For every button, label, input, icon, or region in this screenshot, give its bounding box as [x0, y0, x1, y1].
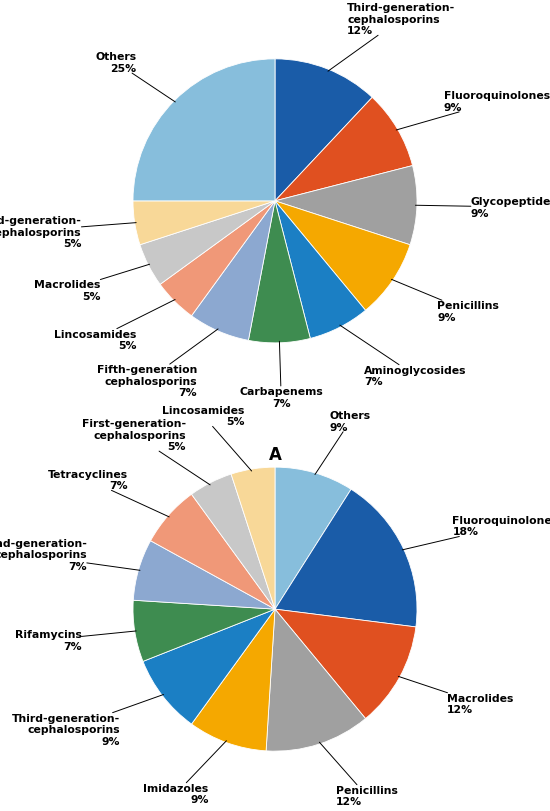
Wedge shape: [275, 609, 416, 719]
Text: Macrolides
5%: Macrolides 5%: [34, 265, 150, 301]
Text: Others
25%: Others 25%: [95, 53, 175, 103]
Text: Penicillins
9%: Penicillins 9%: [392, 280, 499, 323]
Text: Lincosamides
5%: Lincosamides 5%: [54, 300, 175, 351]
Wedge shape: [143, 609, 275, 724]
Text: First-generation-
cephalosporins
5%: First-generation- cephalosporins 5%: [82, 418, 210, 485]
Wedge shape: [275, 468, 351, 609]
Text: Glycopeptides
9%: Glycopeptides 9%: [415, 197, 550, 218]
Wedge shape: [275, 60, 372, 202]
Text: Penicillins
12%: Penicillins 12%: [320, 742, 398, 806]
Wedge shape: [275, 202, 366, 339]
Text: Third-generation-
cephalosporins
12%: Third-generation- cephalosporins 12%: [328, 3, 455, 72]
Wedge shape: [275, 166, 417, 246]
Wedge shape: [133, 60, 275, 202]
Wedge shape: [231, 468, 275, 609]
Wedge shape: [249, 202, 310, 343]
Text: Fluoroquinolones
9%: Fluoroquinolones 9%: [396, 91, 550, 131]
Text: Imidazoles
9%: Imidazoles 9%: [144, 740, 227, 805]
Wedge shape: [191, 609, 275, 751]
Text: Fifth-generation
cephalosporins
7%: Fifth-generation cephalosporins 7%: [97, 329, 218, 398]
Text: Second-generation-
cephalosporins
5%: Second-generation- cephalosporins 5%: [0, 216, 136, 249]
Text: Macrolides
12%: Macrolides 12%: [398, 676, 513, 714]
Wedge shape: [160, 202, 275, 316]
Text: Lincosamides
5%: Lincosamides 5%: [162, 406, 251, 471]
Text: Third-generation-
cephalosporins
9%: Third-generation- cephalosporins 9%: [12, 695, 163, 746]
Wedge shape: [133, 600, 275, 662]
Text: A: A: [268, 445, 282, 463]
Text: Carbapenems
7%: Carbapenems 7%: [239, 342, 323, 408]
Wedge shape: [133, 541, 275, 609]
Wedge shape: [266, 609, 366, 751]
Wedge shape: [275, 98, 412, 202]
Text: Fluoroquinolones
18%: Fluoroquinolones 18%: [403, 515, 550, 550]
Text: Aminoglycosides
7%: Aminoglycosides 7%: [340, 326, 466, 387]
Text: Rifamycins
7%: Rifamycins 7%: [14, 629, 136, 650]
Text: Second-generation-
cephalosporins
7%: Second-generation- cephalosporins 7%: [0, 539, 140, 572]
Text: Tetracyclines
7%: Tetracyclines 7%: [48, 469, 169, 517]
Wedge shape: [191, 474, 275, 609]
Wedge shape: [275, 490, 417, 627]
Wedge shape: [151, 495, 275, 609]
Wedge shape: [275, 202, 410, 311]
Wedge shape: [140, 202, 275, 285]
Wedge shape: [133, 202, 275, 246]
Wedge shape: [191, 202, 275, 341]
Text: Others
9%: Others 9%: [315, 410, 371, 475]
